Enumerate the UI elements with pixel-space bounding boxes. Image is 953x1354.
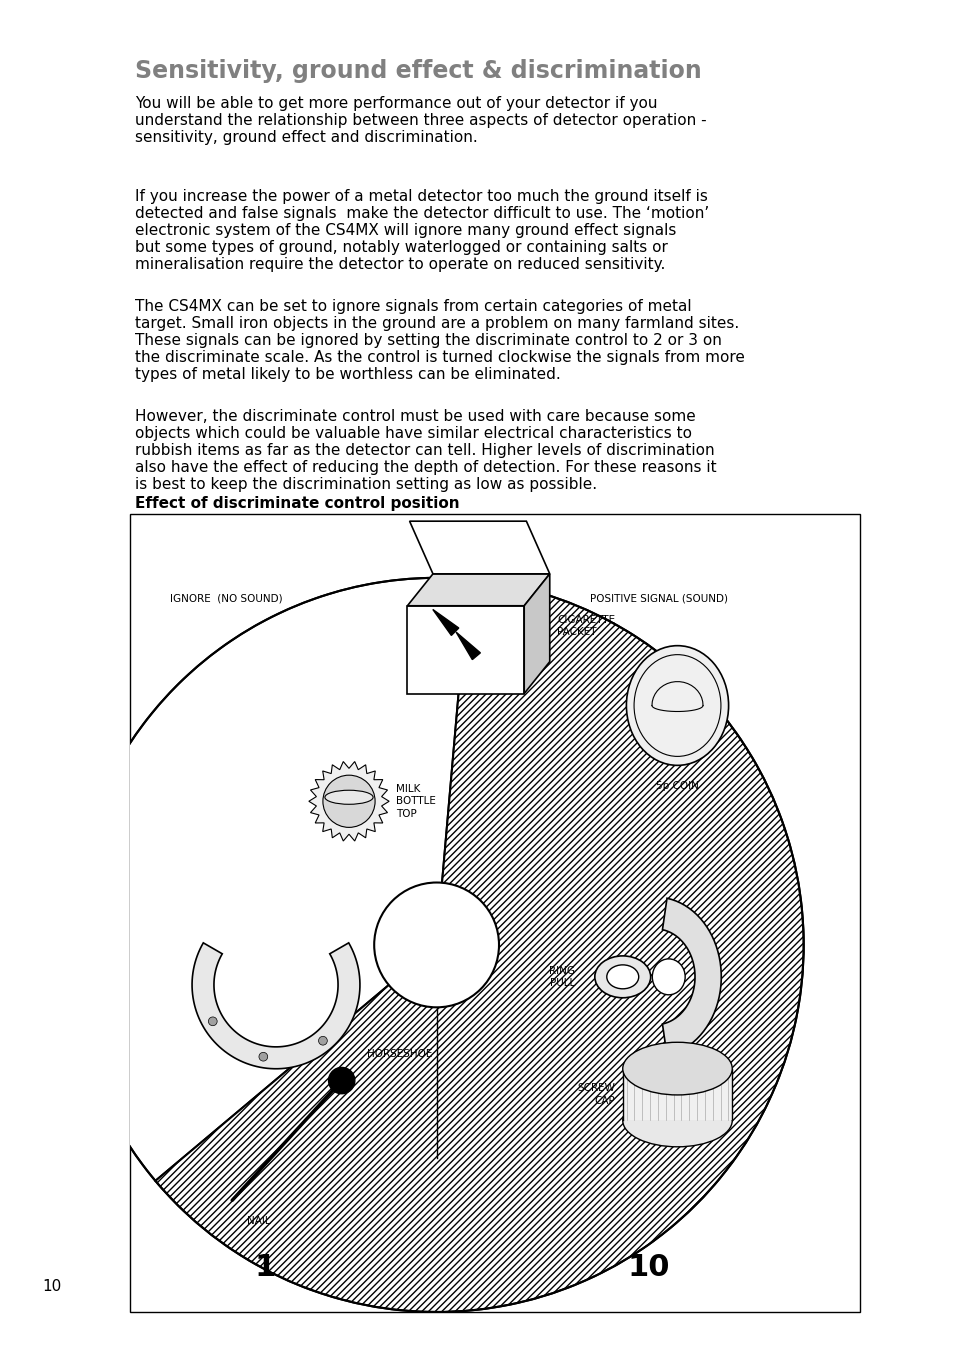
Circle shape (318, 1036, 327, 1045)
Text: SCREW
CAP: SCREW CAP (577, 1083, 615, 1106)
Bar (622, 1068, 732, 1121)
Text: HORSESHOE: HORSESHOE (367, 1048, 432, 1059)
Ellipse shape (606, 965, 639, 988)
Bar (407, 605, 523, 693)
Text: mineralisation require the detector to operate on reduced sensitivity.: mineralisation require the detector to o… (135, 257, 664, 272)
Polygon shape (433, 609, 458, 635)
Circle shape (328, 1067, 355, 1094)
Text: NAIL: NAIL (247, 1216, 270, 1227)
Text: 10: 10 (626, 1252, 669, 1282)
Text: understand the relationship between three aspects of detector operation -: understand the relationship between thre… (135, 112, 706, 129)
Text: types of metal likely to be worthless can be eliminated.: types of metal likely to be worthless ca… (135, 367, 560, 382)
Ellipse shape (595, 956, 650, 998)
Text: These signals can be ignored by setting the discriminate control to 2 or 3 on: These signals can be ignored by setting … (135, 333, 721, 348)
Text: sensitivity, ground effect and discrimination.: sensitivity, ground effect and discrimin… (135, 130, 477, 145)
Text: is best to keep the discrimination setting as low as possible.: is best to keep the discrimination setti… (135, 477, 597, 492)
Ellipse shape (652, 959, 684, 995)
Text: Effect of discriminate control position: Effect of discriminate control position (135, 496, 459, 510)
Text: but some types of ground, notably waterlogged or containing salts or: but some types of ground, notably waterl… (135, 240, 667, 255)
Polygon shape (407, 574, 549, 605)
Circle shape (322, 776, 375, 827)
Polygon shape (661, 898, 720, 1055)
Text: 1: 1 (254, 1252, 275, 1282)
Text: Sensitivity, ground effect & discrimination: Sensitivity, ground effect & discriminat… (135, 60, 701, 83)
Text: RING
PULL: RING PULL (549, 965, 575, 988)
Polygon shape (456, 632, 480, 659)
Text: target. Small iron objects in the ground are a problem on many farmland sites.: target. Small iron objects in the ground… (135, 315, 739, 330)
Text: also have the effect of reducing the depth of detection. For these reasons it: also have the effect of reducing the dep… (135, 460, 716, 475)
Ellipse shape (626, 646, 728, 765)
Polygon shape (409, 521, 549, 574)
Text: objects which could be valuable have similar electrical characteristics to: objects which could be valuable have sim… (135, 427, 691, 441)
Ellipse shape (325, 791, 373, 804)
Text: detected and false signals  make the detector difficult to use. The ‘motion’: detected and false signals make the dete… (135, 206, 708, 221)
Text: You will be able to get more performance out of your detector if you: You will be able to get more performance… (135, 96, 657, 111)
Text: the discriminate scale. As the control is turned clockwise the signals from more: the discriminate scale. As the control i… (135, 349, 744, 366)
Circle shape (208, 1017, 217, 1026)
Wedge shape (70, 578, 468, 1181)
Text: electronic system of the CS4MX will ignore many ground effect signals: electronic system of the CS4MX will igno… (135, 223, 676, 238)
Circle shape (258, 1052, 268, 1062)
Wedge shape (155, 580, 802, 1312)
Bar (130, 515, 859, 1312)
Text: MILK
BOTTLE
TOP: MILK BOTTLE TOP (396, 784, 436, 819)
Text: However, the discriminate control must be used with care because some: However, the discriminate control must b… (135, 409, 695, 424)
Ellipse shape (622, 1094, 732, 1147)
Text: CIGARETTE
PACKET: CIGARETTE PACKET (557, 615, 615, 636)
Ellipse shape (622, 1043, 732, 1095)
Text: POSITIVE SIGNAL (SOUND): POSITIVE SIGNAL (SOUND) (589, 594, 727, 604)
Text: If you increase the power of a metal detector too much the ground itself is: If you increase the power of a metal det… (135, 190, 707, 204)
Circle shape (374, 883, 498, 1007)
Polygon shape (192, 942, 359, 1068)
Text: The CS4MX can be set to ignore signals from certain categories of metal: The CS4MX can be set to ignore signals f… (135, 299, 691, 314)
Text: IGNORE  (NO SOUND): IGNORE (NO SOUND) (170, 594, 282, 604)
Text: 10: 10 (42, 1280, 61, 1294)
Text: rubbish items as far as the detector can tell. Higher levels of discrimination: rubbish items as far as the detector can… (135, 443, 714, 458)
Text: 5p COIN: 5p COIN (656, 781, 699, 791)
Polygon shape (309, 761, 389, 841)
Polygon shape (523, 574, 549, 693)
